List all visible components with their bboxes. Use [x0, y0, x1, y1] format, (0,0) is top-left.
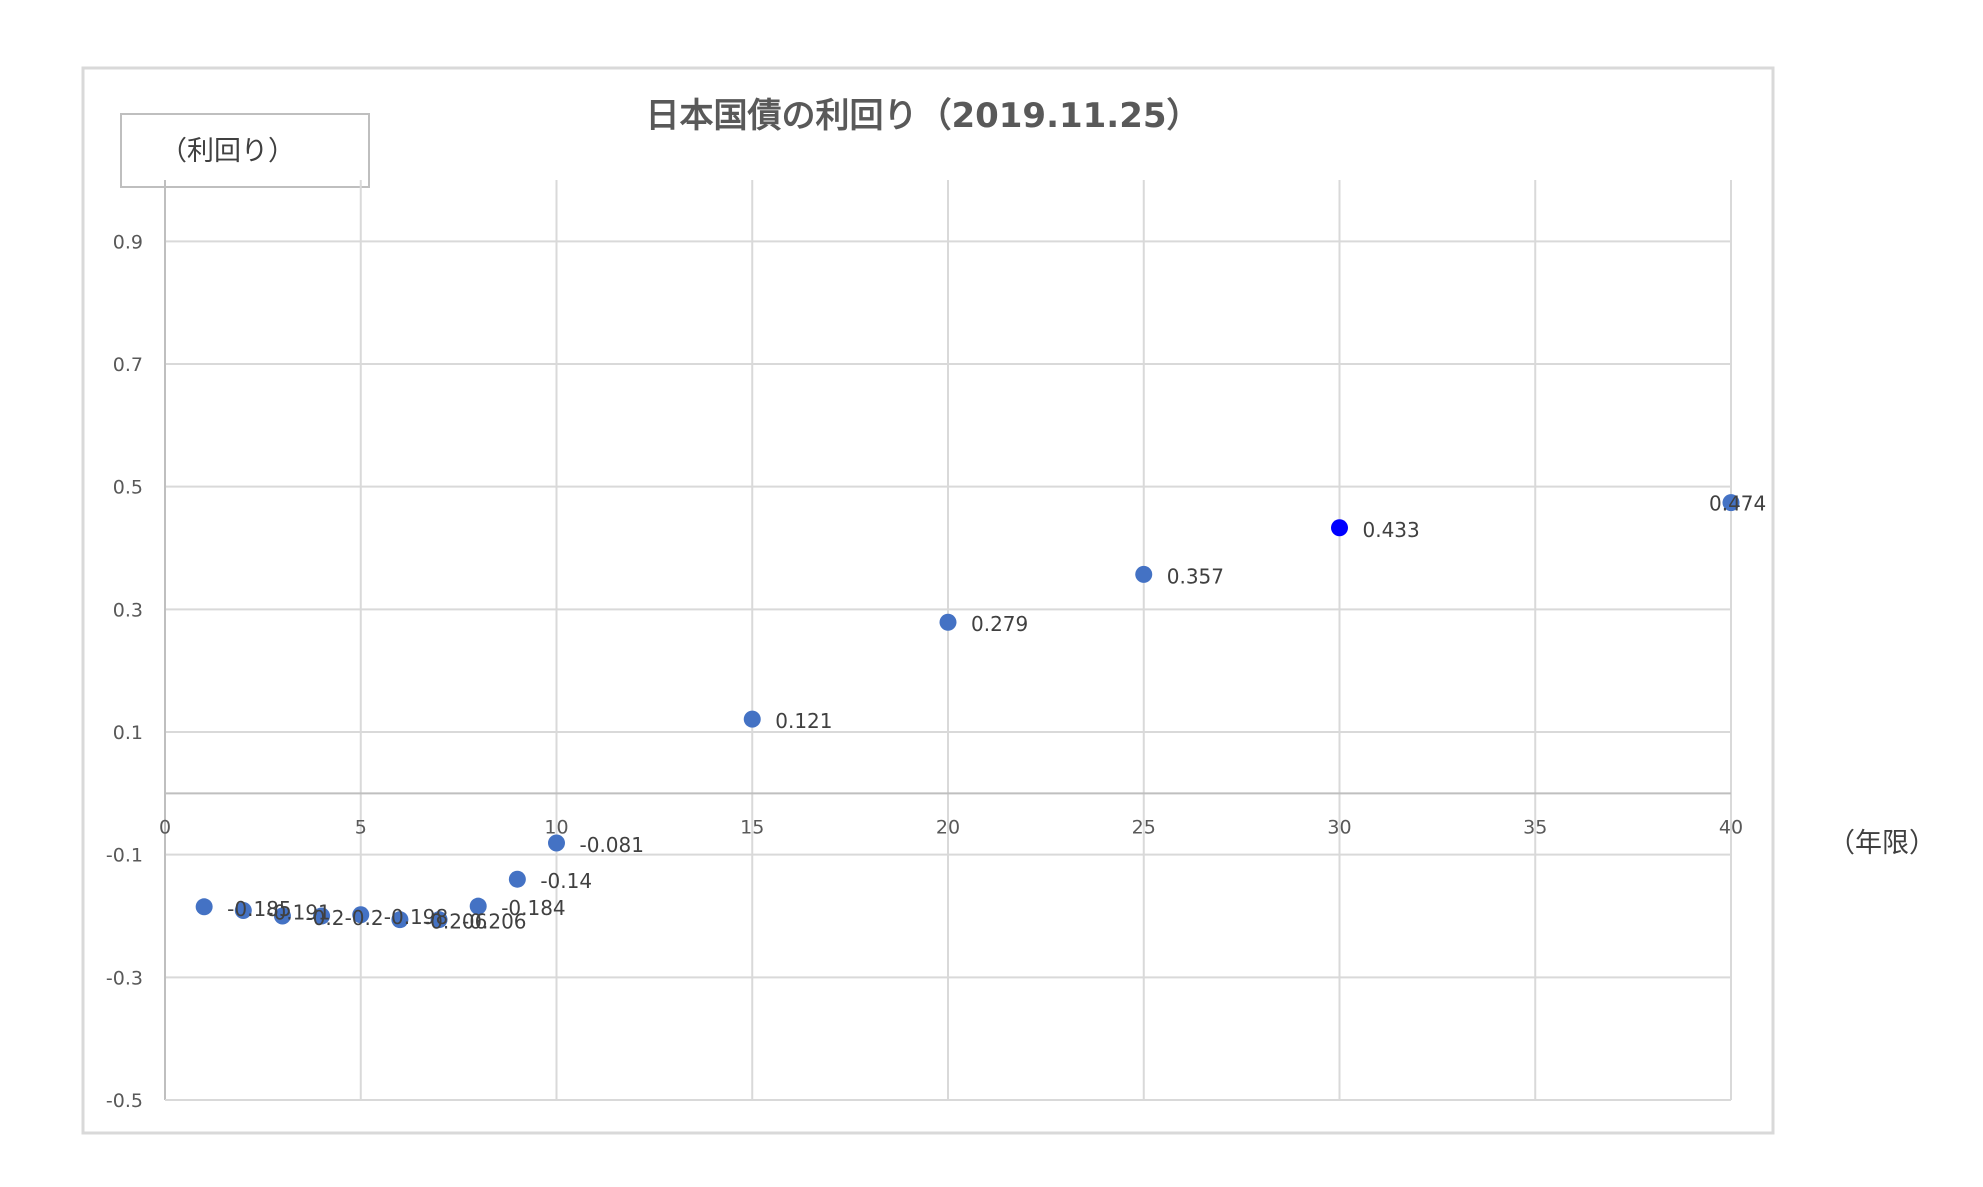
data-points — [195, 494, 1740, 929]
chart-frame — [81, 66, 1775, 1135]
y-axis-label: （利回り） — [160, 136, 295, 167]
data-label: 0.279 — [971, 612, 1028, 636]
data-label: -0.185 — [227, 897, 291, 921]
y-tick-label: 0.9 — [113, 231, 143, 253]
data-point — [352, 906, 370, 924]
axis-layer — [164, 180, 1731, 1101]
data-label: -0.206 — [423, 910, 487, 934]
data-point — [939, 613, 957, 631]
data-point — [313, 907, 331, 925]
data-label: -0.184 — [501, 896, 565, 920]
y-tick-label: -0.5 — [106, 1090, 143, 1112]
data-label: -0.206 — [462, 910, 526, 934]
data-label: -0.2 — [345, 906, 384, 930]
data-point — [548, 834, 565, 852]
data-point — [743, 710, 761, 728]
x-tick-label: 15 — [740, 816, 764, 838]
x-tick-label: 30 — [1327, 816, 1351, 838]
chart-title: 日本国債の利回り（2019.11.25） — [645, 96, 1200, 136]
data-point — [234, 901, 252, 919]
x-tick-label: 25 — [1132, 816, 1156, 838]
y-tick-label: 0.3 — [113, 599, 143, 621]
y-tick-label: 0.1 — [113, 722, 143, 744]
x-tick-label: 20 — [936, 816, 960, 838]
x-tick-label: 40 — [1719, 816, 1743, 838]
x-tick-label: 10 — [544, 816, 568, 838]
data-label: -0.191 — [266, 900, 330, 924]
data-point — [391, 911, 409, 929]
data-point — [508, 870, 526, 888]
data-point — [195, 898, 213, 916]
tick-labels: 0 5 10 15 20 25 30 35 40 0.9 0.7 0.5 0.3 0.1 -0.1 -0.3 -… — [106, 231, 1743, 1112]
data-point — [273, 907, 291, 925]
x-tick-label: 0 — [159, 816, 171, 838]
x-tick-label: 35 — [1523, 816, 1547, 838]
data-point — [1135, 565, 1153, 583]
data-labels: -0.185-0.191-0.2 -0.2 -0.198-0.206-0.206-0… — [227, 492, 1766, 934]
y-tick-label: 0.7 — [113, 354, 143, 376]
data-point — [469, 897, 487, 915]
data-label: 0.121 — [775, 709, 832, 733]
x-tick-label: 5 — [355, 816, 367, 838]
data-label: 0.357 — [1167, 564, 1224, 588]
y-tick-label: 0.5 — [113, 477, 143, 499]
x-axis-label: （年限） — [1828, 828, 1936, 859]
data-point — [430, 911, 448, 929]
grid-layer — [165, 180, 1732, 1101]
data-label: -0.14 — [540, 869, 592, 893]
data-point — [1331, 519, 1348, 537]
data-label: -0.081 — [580, 833, 644, 857]
y-axis-label-box — [120, 113, 370, 188]
data-label: 0.474 — [1709, 492, 1766, 516]
y-tick-label: -0.3 — [106, 967, 143, 989]
data-point — [1722, 494, 1740, 512]
data-label: -0.2 — [305, 906, 344, 930]
data-label: 0.433 — [1363, 518, 1420, 542]
y-tick-label: -0.1 — [106, 845, 143, 867]
data-label: -0.198 — [384, 905, 448, 929]
